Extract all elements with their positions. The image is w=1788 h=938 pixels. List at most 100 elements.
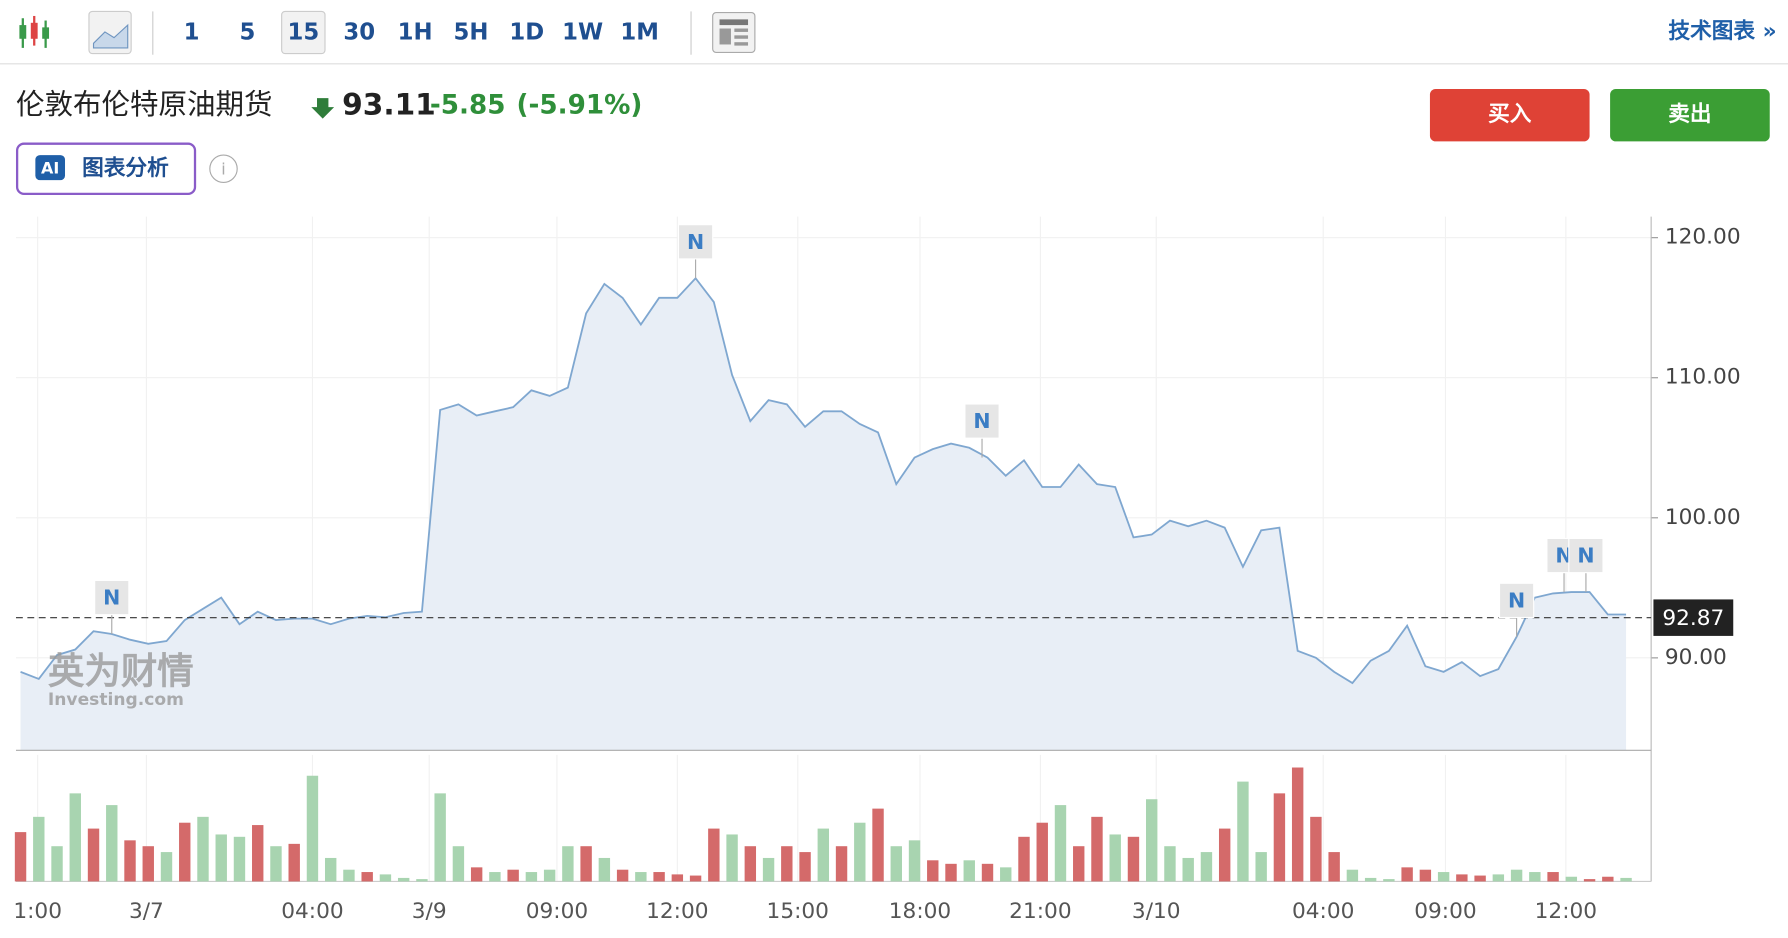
sell-button[interactable] xyxy=(1610,88,1770,142)
volume-bar xyxy=(1437,872,1450,882)
interval[interactable]: 1 xyxy=(184,20,200,46)
interval[interactable]: 30 xyxy=(343,20,375,46)
ai-badge: AI xyxy=(41,158,59,177)
volume-bar xyxy=(671,874,684,882)
volume-bar xyxy=(1091,816,1103,882)
ai-label[interactable]: 图表分析 xyxy=(82,156,169,181)
volume-bar xyxy=(1255,852,1267,882)
interval[interactable]: 1W xyxy=(562,20,603,46)
volume-bar xyxy=(1328,852,1340,882)
volume-bar xyxy=(397,877,410,882)
volume-bar xyxy=(835,846,848,882)
volume-bar xyxy=(981,863,994,882)
annotation-box[interactable] xyxy=(1568,537,1604,574)
volume-bar xyxy=(1456,874,1468,882)
volume-bar xyxy=(1383,879,1395,882)
annotation-box[interactable] xyxy=(677,224,714,260)
volume-bar xyxy=(598,857,611,882)
volume-bar xyxy=(562,846,574,882)
volume-bar xyxy=(1000,867,1012,882)
sell-label[interactable]: 卖出 xyxy=(1668,101,1711,127)
watermark: 英为财情 xyxy=(48,649,194,692)
interval[interactable]: 5 xyxy=(240,20,256,46)
volume-bar xyxy=(1127,836,1140,882)
annotation-label[interactable]: N xyxy=(103,586,120,610)
price-area xyxy=(20,278,1627,751)
interval-selected xyxy=(281,10,326,55)
volume-bar xyxy=(14,832,27,882)
x-tick-label: 1:00 xyxy=(13,899,62,924)
interval[interactable]: 1D xyxy=(509,20,544,46)
volume-bar xyxy=(890,846,902,882)
volume-bar xyxy=(1547,872,1559,882)
volume-bar xyxy=(87,828,100,882)
annotation-box[interactable] xyxy=(94,579,130,616)
tech-chart-link[interactable]: 技术图表 » xyxy=(1668,19,1776,44)
volume-bar xyxy=(580,846,592,882)
area-icon[interactable] xyxy=(88,10,132,55)
down-arrow xyxy=(311,98,335,119)
volume-bar xyxy=(270,846,282,882)
volume-bar xyxy=(744,846,757,882)
volume-bar xyxy=(1036,822,1048,882)
volume-bar xyxy=(1583,879,1596,882)
volume-bar xyxy=(306,775,319,882)
volume-bar xyxy=(1565,876,1578,882)
annotation-box[interactable] xyxy=(964,403,1000,439)
volume-bar xyxy=(1474,875,1486,882)
volume-bar xyxy=(1109,834,1121,882)
x-tick-label: 15:00 xyxy=(767,899,829,924)
volume-bar xyxy=(142,846,154,882)
y-tick-label: 110.00 xyxy=(1665,365,1741,390)
volume-bar xyxy=(1401,867,1413,882)
volume-bar xyxy=(1602,876,1614,882)
volume-bar xyxy=(1273,793,1286,882)
volume-bar xyxy=(124,840,136,882)
volume-bar xyxy=(434,793,446,882)
volume-bar xyxy=(708,828,720,882)
volume-bar xyxy=(799,852,811,882)
candle-icon[interactable] xyxy=(19,15,50,48)
x-tick-label: 3/9 xyxy=(412,899,447,924)
volume-bar xyxy=(927,860,939,882)
buy-button[interactable] xyxy=(1429,88,1590,142)
volume-bar xyxy=(179,822,191,882)
annotation-label[interactable]: N xyxy=(1508,589,1525,613)
volume-bar xyxy=(1346,869,1359,882)
x-tick-label: 04:00 xyxy=(1292,899,1354,924)
instrument-name: 伦敦布伦特原油期货 xyxy=(16,88,273,121)
price: 93.11 xyxy=(342,87,436,122)
interval[interactable]: 1M xyxy=(620,20,659,46)
volume-bar xyxy=(781,846,793,882)
x-tick-label: 04:00 xyxy=(281,899,343,924)
annotation-label[interactable]: N xyxy=(973,409,990,433)
volume-bar xyxy=(1073,846,1085,882)
volume-bar xyxy=(106,805,118,882)
x-tick-label: 12:00 xyxy=(646,899,708,924)
x-tick-label: 21:00 xyxy=(1009,899,1071,924)
last-price-box xyxy=(1653,599,1734,636)
interval[interactable]: 5H xyxy=(453,20,488,46)
annotation-label[interactable]: N xyxy=(687,230,704,254)
volume-bar xyxy=(1054,805,1067,882)
interval[interactable]: 1H xyxy=(398,20,433,46)
volume-bar xyxy=(33,816,45,882)
x-tick-label: 18:00 xyxy=(889,899,951,924)
volume-bar xyxy=(416,879,428,882)
annotation-label[interactable]: N xyxy=(1577,544,1594,568)
volume-bar xyxy=(1146,799,1158,882)
annotation-box[interactable] xyxy=(1498,582,1535,619)
volume-bar xyxy=(689,875,702,882)
info-icon[interactable] xyxy=(209,154,238,184)
news-icon[interactable] xyxy=(712,11,756,54)
volume-bar xyxy=(635,872,647,882)
buy-label[interactable]: 买入 xyxy=(1488,102,1532,127)
volume-bar xyxy=(324,857,337,882)
volume-bar xyxy=(963,860,975,882)
interval[interactable]: 15 xyxy=(287,20,319,46)
volume-bar xyxy=(1419,869,1432,882)
volume-bar xyxy=(817,828,830,882)
volume-bar xyxy=(1510,869,1523,882)
volume-bar xyxy=(1237,781,1249,882)
